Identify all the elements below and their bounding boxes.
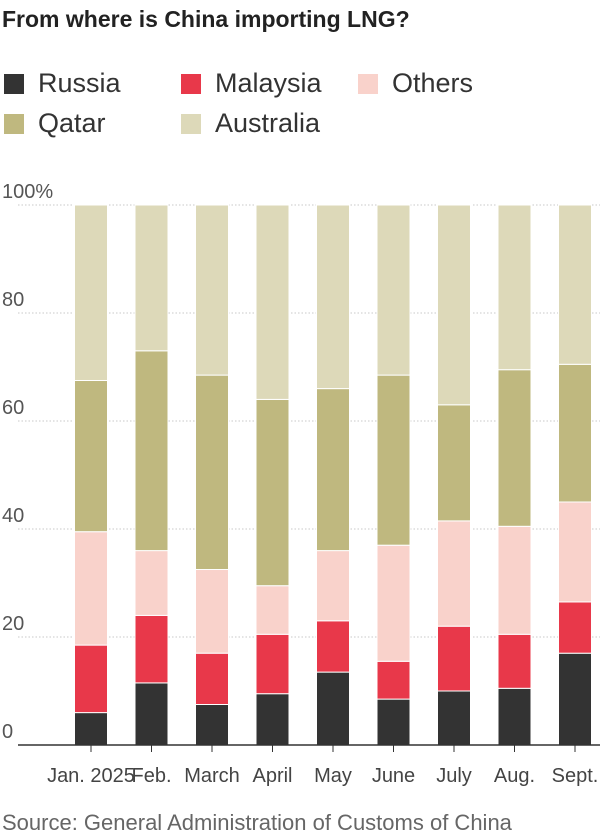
y-tick-label: 40 — [2, 505, 24, 527]
legend-label-qatar: Qatar — [38, 108, 106, 138]
y-tick-label: 60 — [2, 397, 24, 419]
bar-segment-malaysia — [497, 633, 532, 689]
bar-segment-russia — [134, 682, 169, 746]
bar-segment-others — [74, 531, 108, 646]
bar-segment-australia — [74, 204, 108, 381]
legend-label-australia: Australia — [215, 108, 321, 138]
bar-segment-qatar — [134, 350, 169, 552]
x-tick-label: April — [252, 765, 292, 787]
legend: Russia Malaysia Others Qatar Australia — [0, 68, 600, 148]
x-tick-label: Aug. — [494, 765, 535, 787]
bar-segment-malaysia — [558, 601, 592, 654]
legend-item-australia: Australia — [181, 108, 320, 139]
y-tick-label: 80 — [2, 289, 24, 311]
bar-segment-russia — [376, 698, 411, 746]
legend-swatch-malaysia — [181, 73, 201, 94]
bar-segment-malaysia — [74, 644, 108, 714]
bar-segment-russia — [255, 693, 290, 746]
legend-label-russia: Russia — [38, 68, 121, 98]
bar-segment-others — [255, 585, 290, 635]
legend-swatch-russia — [4, 73, 24, 94]
bar-segment-malaysia — [255, 633, 290, 695]
bar-segment-australia — [134, 204, 169, 352]
y-tick-label: 100% — [2, 181, 53, 203]
bar-segment-others — [497, 525, 532, 635]
legend-swatch-qatar — [4, 113, 24, 134]
bar-segment-qatar — [376, 374, 411, 546]
legend-swatch-others — [358, 73, 378, 94]
bar-segment-others — [376, 544, 411, 662]
source-note: Source: General Administration of Custom… — [2, 810, 512, 835]
bar-segment-qatar — [74, 380, 108, 533]
bar-segment-australia — [376, 204, 411, 376]
bar-segment-malaysia — [134, 614, 169, 684]
x-tick-label: May — [314, 765, 352, 787]
bar-segment-others — [134, 550, 169, 616]
legend-label-others: Others — [392, 68, 474, 98]
x-tick-label: June — [372, 765, 415, 787]
legend-item-russia: Russia — [4, 68, 121, 99]
bar-segment-malaysia — [437, 625, 471, 692]
bar-segment-malaysia — [316, 620, 350, 673]
bar-segment-australia — [437, 204, 471, 406]
bar-segment-qatar — [437, 404, 471, 522]
bar-segment-others — [558, 501, 592, 603]
bar-segment-others — [316, 550, 350, 622]
bar-segment-russia — [316, 671, 350, 746]
bar-segment-malaysia — [195, 652, 229, 706]
legend-item-others: Others — [358, 68, 473, 99]
bar-segment-russia — [558, 652, 592, 746]
bar-segment-malaysia — [376, 660, 411, 700]
legend-label-malaysia: Malaysia — [215, 68, 322, 98]
bar-segment-qatar — [255, 398, 290, 587]
bar-segment-others — [195, 569, 229, 654]
bar-segment-russia — [437, 690, 471, 746]
bar-segment-others — [437, 520, 471, 627]
y-tick-label: 0 — [2, 721, 13, 743]
bar-segment-qatar — [497, 369, 532, 527]
x-tick-label: Jan. 2025 — [47, 765, 135, 787]
x-tick-label: Sept. — [552, 765, 599, 787]
x-tick-label: Feb. — [131, 765, 171, 787]
bar-segment-russia — [74, 712, 108, 746]
y-tick-label: 20 — [2, 613, 24, 635]
bar-segment-russia — [195, 704, 229, 746]
legend-swatch-australia — [181, 113, 201, 134]
x-tick-label: March — [184, 765, 240, 787]
chart-title: From where is China importing LNG? — [2, 6, 410, 32]
bar-segment-qatar — [558, 363, 592, 503]
legend-item-malaysia: Malaysia — [181, 68, 322, 99]
x-tick-label: July — [436, 765, 472, 787]
bar-segment-australia — [497, 204, 532, 371]
bar-segment-qatar — [195, 374, 229, 570]
bar-segment-russia — [497, 687, 532, 746]
bar-segment-australia — [558, 204, 592, 365]
bar-segment-qatar — [316, 388, 350, 552]
legend-item-qatar: Qatar — [4, 108, 106, 139]
bar-segment-australia — [195, 204, 229, 376]
bar-segment-australia — [316, 204, 350, 390]
bar-segment-australia — [255, 204, 290, 400]
